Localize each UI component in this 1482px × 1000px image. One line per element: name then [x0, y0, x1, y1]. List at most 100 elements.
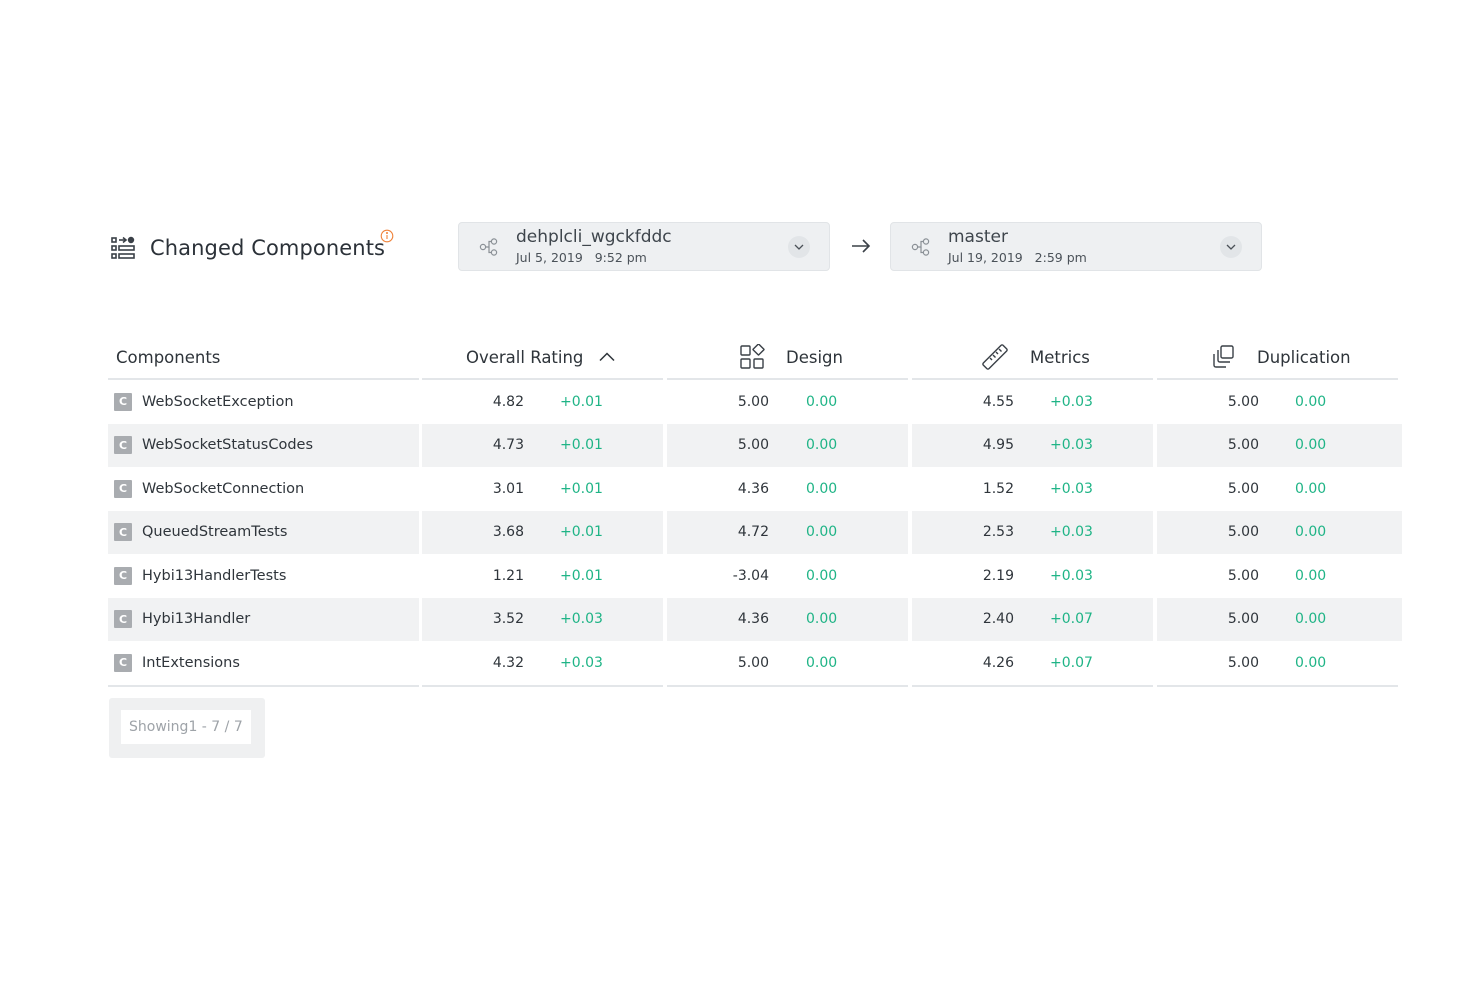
design-delta: 0.00 — [806, 480, 838, 497]
metrics-value: 4.95 — [982, 437, 1014, 454]
component-name: QueuedStreamTests — [142, 524, 288, 541]
component-cell[interactable]: C WebSocketConnection — [114, 467, 304, 511]
row-cell-bg — [1157, 510, 1402, 554]
duplication-delta: 0.00 — [1295, 393, 1327, 410]
duplication-delta: 0.00 — [1295, 480, 1327, 497]
bottom-divider — [108, 684, 419, 687]
metrics-delta: +0.03 — [1050, 437, 1093, 454]
component-cell[interactable]: C WebSocketStatusCodes — [114, 424, 313, 468]
row-cell-bg — [108, 597, 419, 641]
column-label-duplication: Duplication — [1257, 347, 1351, 367]
duplication-delta: 0.00 — [1295, 611, 1327, 628]
info-icon[interactable] — [380, 228, 394, 243]
table-row[interactable]: C Hybi13HandlerTests 1.21 +0.01 -3.04 0.00 2.1… — [108, 554, 1400, 598]
overall-delta: +0.01 — [560, 393, 603, 410]
bottom-divider — [1157, 684, 1398, 687]
branch-icon — [911, 237, 931, 257]
class-badge: C — [114, 436, 132, 455]
column-header-components[interactable]: Components — [116, 334, 220, 380]
overall-value: 4.82 — [492, 393, 524, 410]
component-name: IntExtensions — [142, 654, 240, 671]
class-badge: C — [114, 523, 132, 542]
table-row[interactable]: C WebSocketStatusCodes 4.73 +0.01 5.00 0.00 4.… — [108, 423, 1402, 468]
class-badge: C — [114, 566, 132, 585]
components-list-icon — [110, 235, 136, 261]
column-header-metrics[interactable]: Metrics — [982, 334, 1090, 380]
table-row[interactable]: C Hybi13Handler 3.52 +0.03 4.36 0.00 2.40 +0.07… — [108, 597, 1402, 642]
chevron-down-icon[interactable] — [788, 235, 810, 258]
overall-delta: +0.03 — [560, 611, 603, 628]
design-delta: 0.00 — [806, 393, 838, 410]
table-row[interactable]: C IntExtensions 4.32 +0.03 5.00 0.00 4.26 +0.07… — [108, 641, 1400, 685]
column-label-overall: Overall Rating — [466, 347, 584, 367]
component-cell[interactable]: C Hybi13Handler — [114, 598, 250, 642]
column-header-overall-rating[interactable]: Overall Rating — [466, 334, 615, 380]
overall-value: 3.52 — [492, 611, 524, 628]
header-divider — [1157, 378, 1398, 380]
table-row[interactable]: C WebSocketException 4.82 +0.01 5.00 0.00 4.55… — [108, 380, 1400, 424]
to-branch-selector[interactable]: master Jul 19, 2019 2:59 pm — [890, 222, 1262, 271]
metrics-value: 1.52 — [982, 480, 1014, 497]
component-name: WebSocketStatusCodes — [142, 437, 314, 454]
column-header-design[interactable]: Design — [739, 334, 843, 380]
component-cell[interactable]: C Hybi13HandlerTests — [114, 554, 286, 598]
column-header-duplication[interactable]: Duplication — [1210, 334, 1351, 380]
duplication-value: 5.00 — [1227, 524, 1259, 541]
overall-delta: +0.01 — [560, 480, 603, 497]
metrics-value: 2.19 — [982, 567, 1014, 584]
to-branch-name: master — [948, 226, 1008, 247]
chevron-down-icon[interactable] — [1220, 235, 1242, 258]
metrics-delta: +0.03 — [1050, 524, 1093, 541]
bottom-divider — [912, 684, 1153, 687]
metrics-delta: +0.07 — [1050, 611, 1093, 628]
component-cell[interactable]: C WebSocketException — [114, 380, 294, 424]
design-value: -3.04 — [732, 567, 769, 584]
class-badge: C — [114, 653, 132, 672]
row-cell-bg — [667, 597, 908, 641]
overall-delta: +0.01 — [560, 437, 603, 454]
overall-value: 4.73 — [492, 437, 524, 454]
overall-value: 4.32 — [492, 654, 524, 671]
overall-delta: +0.01 — [560, 524, 603, 541]
duplication-delta: 0.00 — [1295, 567, 1327, 584]
design-delta: 0.00 — [806, 437, 838, 454]
component-name: Hybi13HandlerTests — [142, 567, 287, 584]
from-branch-text: dehplcli_wgckfddc Jul 5, 2019 9:52 pm — [516, 227, 788, 267]
from-branch-selector[interactable]: dehplcli_wgckfddc Jul 5, 2019 9:52 pm — [458, 222, 830, 271]
duplication-delta: 0.00 — [1295, 524, 1327, 541]
header-divider — [108, 378, 419, 380]
showing-label: Showing — [129, 719, 189, 735]
design-value: 4.72 — [737, 524, 769, 541]
component-name: WebSocketConnection — [142, 480, 305, 497]
row-cell-bg — [422, 423, 663, 467]
overall-delta: +0.01 — [560, 567, 603, 584]
pagination-box: Showing 1 - 7 / 7 — [109, 698, 265, 758]
duplication-value: 5.00 — [1227, 437, 1259, 454]
duplication-icon — [1210, 344, 1236, 370]
page-title: Changed Components — [150, 236, 386, 260]
table-row[interactable]: C QueuedStreamTests 3.68 +0.01 4.72 0.00 2.53 +… — [108, 510, 1402, 555]
design-value: 5.00 — [737, 393, 769, 410]
metrics-value: 2.53 — [982, 524, 1014, 541]
table-header: Components Overall Rating — [108, 334, 1400, 380]
to-branch-datetime: Jul 19, 2019 2:59 pm — [948, 249, 1220, 267]
row-cell-bg — [912, 597, 1153, 641]
column-label-metrics: Metrics — [1030, 347, 1090, 367]
overall-delta: +0.03 — [560, 654, 603, 671]
table-row[interactable]: C WebSocketConnection 3.01 +0.01 4.36 0.00 1.5… — [108, 467, 1400, 511]
duplication-value: 5.00 — [1227, 480, 1259, 497]
to-branch-time: 2:59 pm — [1034, 249, 1087, 265]
row-cell-bg — [422, 597, 663, 641]
pagination-status: Showing 1 - 7 / 7 — [121, 710, 251, 744]
overall-value: 3.68 — [492, 524, 524, 541]
table-bottom-border — [108, 684, 1400, 687]
design-icon — [739, 344, 765, 370]
sort-up-icon[interactable] — [599, 352, 615, 362]
from-branch-datetime: Jul 5, 2019 9:52 pm — [516, 249, 788, 267]
row-cell-bg — [667, 423, 908, 467]
component-name: WebSocketException — [142, 393, 294, 410]
component-cell[interactable]: C QueuedStreamTests — [114, 511, 287, 555]
component-cell[interactable]: C IntExtensions — [114, 641, 240, 685]
to-branch-text: master Jul 19, 2019 2:59 pm — [948, 227, 1220, 267]
